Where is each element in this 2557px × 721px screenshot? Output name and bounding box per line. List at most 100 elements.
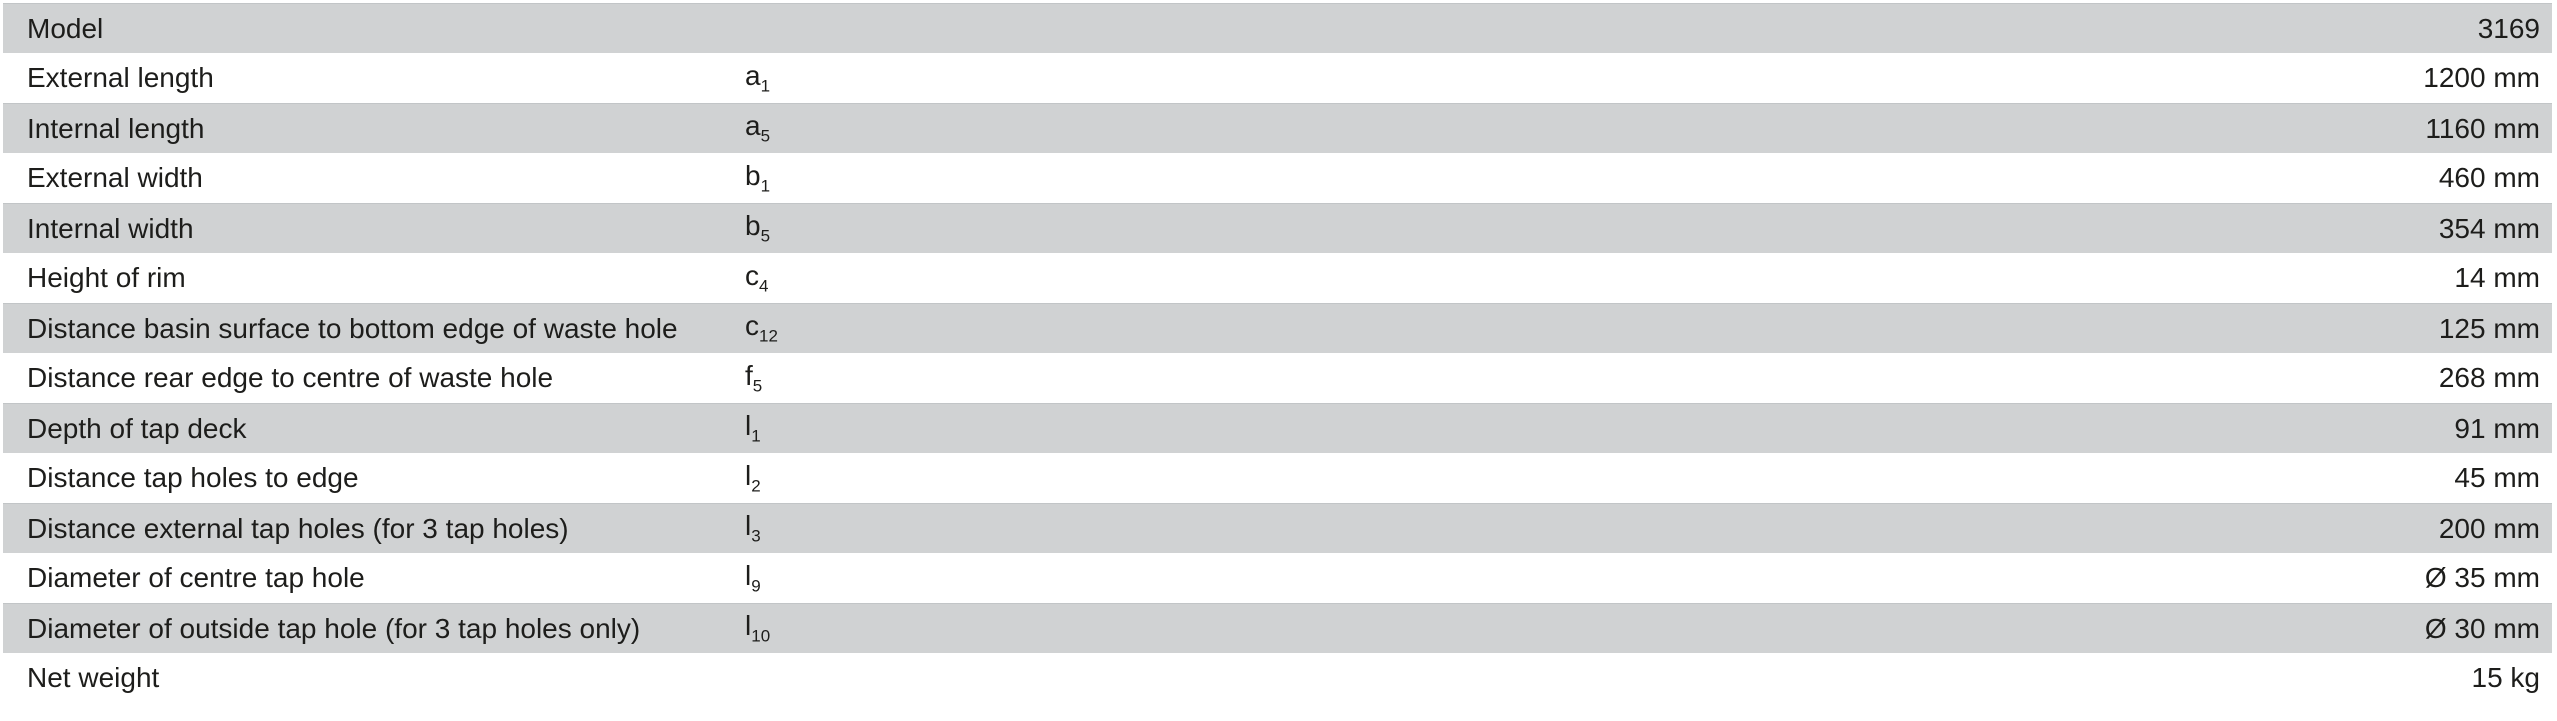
spec-symbol: a5 [745, 112, 955, 146]
symbol-subscript: 9 [751, 576, 761, 596]
spec-symbol: l10 [745, 610, 955, 646]
symbol-letter: a [745, 59, 761, 91]
symbol-subscript: 4 [759, 276, 769, 296]
spec-value: 15 kg [955, 662, 2541, 693]
spec-label-text: Internal length [27, 112, 205, 144]
spec-label: Height of rim [27, 264, 745, 292]
table-row-internal-width: Internal width b5 354 mm [3, 203, 2552, 253]
spec-label-text: Distance tap holes to edge [27, 462, 359, 493]
table-row-external-width: External width b1 460 mm [3, 153, 2552, 203]
symbol-subscript: 3 [751, 526, 761, 546]
symbol-letter: b [745, 159, 761, 191]
table-row-centre-tap-hole-diameter: Diameter of centre tap hole l9 Ø 35 mm [3, 553, 2552, 603]
spec-value-text: 460 mm [2438, 162, 2540, 193]
spec-symbol: b1 [745, 159, 955, 196]
spec-value-text: 200 mm [2438, 512, 2540, 544]
spec-value: 200 mm [955, 512, 2540, 544]
spec-label-text: External width [27, 162, 203, 193]
spec-label: Distance rear edge to centre of waste ho… [27, 364, 745, 392]
spec-symbol: l9 [745, 559, 955, 596]
table-row-model: Model 3169 [3, 3, 2552, 53]
spec-value-text: 15 kg [2471, 662, 2541, 693]
table-row-tap-holes-to-edge: Distance tap holes to edge l2 45 mm [3, 453, 2552, 503]
spec-value-text: 125 mm [2438, 312, 2540, 344]
table-row-internal-length: Internal length a5 1160 mm [3, 103, 2552, 153]
spec-value: 460 mm [955, 164, 2540, 192]
spec-label-text: Model [27, 12, 104, 44]
spec-label: Distance basin surface to bottom edge of… [27, 312, 745, 344]
symbol-letter: f [745, 359, 753, 391]
spec-value: Ø 35 mm [955, 564, 2540, 592]
spec-value: 14 mm [955, 264, 2540, 292]
symbol-subscript: 12 [759, 326, 778, 346]
spec-value: 1200 mm [955, 64, 2540, 92]
symbol-subscript: 5 [752, 376, 763, 396]
spec-symbol: f5 [745, 359, 955, 396]
table-row-outside-tap-hole-diameter: Diameter of outside tap hole (for 3 tap … [3, 603, 2552, 653]
spec-label: Distance tap holes to edge [27, 464, 745, 492]
spec-label-text: Diameter of outside tap hole (for 3 tap … [27, 612, 641, 644]
spec-value-text: Ø 35 mm [2424, 562, 2540, 593]
spec-label: Model [27, 12, 745, 44]
symbol-letter: c [745, 310, 759, 342]
spec-label-text: Diameter of centre tap hole [27, 562, 365, 593]
spec-value: 268 mm [955, 364, 2540, 392]
spec-symbol: c4 [745, 259, 955, 296]
spec-label: Net weight [27, 664, 745, 692]
table-row-height-of-rim: Height of rim c4 14 mm [3, 253, 2552, 303]
symbol-letter: l [745, 410, 752, 442]
spec-label-text: Distance rear edge to centre of waste ho… [27, 362, 554, 393]
spec-label-text: Depth of tap deck [27, 412, 247, 444]
table-row-net-weight: Net weight 15 kg [3, 653, 2552, 703]
spec-symbol: l2 [745, 459, 955, 494]
spec-label: Internal width [27, 212, 745, 244]
symbol-subscript: 1 [751, 426, 761, 446]
spec-value-text: Ø 30 mm [2424, 612, 2540, 644]
symbol-subscript: 5 [760, 226, 771, 246]
spec-label: Diameter of outside tap hole (for 3 tap … [27, 612, 745, 644]
spec-value-text: 1200 mm [2423, 62, 2540, 93]
spec-value: 45 mm [955, 464, 2540, 492]
spec-value: 125 mm [955, 312, 2540, 344]
spec-label-text: Net weight [27, 662, 160, 693]
symbol-letter: b [745, 210, 761, 242]
spec-symbol: a1 [745, 59, 955, 96]
spec-symbol: l3 [745, 512, 955, 546]
spec-label: Distance external tap holes (for 3 tap h… [27, 512, 745, 544]
spec-value: 3169 [955, 14, 2540, 43]
symbol-subscript: 1 [760, 176, 771, 196]
spec-label-text: Distance external tap holes (for 3 tap h… [27, 512, 569, 544]
spec-value-text: 45 mm [2454, 462, 2540, 493]
spec-symbol: c12 [745, 310, 955, 346]
spec-symbol: l1 [745, 410, 955, 446]
spec-value: Ø 30 mm [955, 612, 2540, 644]
spec-symbol: b5 [745, 210, 955, 246]
table-row-external-tap-holes: Distance external tap holes (for 3 tap h… [3, 503, 2552, 553]
spec-value-text: 91 mm [2454, 412, 2540, 444]
spec-label: Internal length [27, 112, 745, 144]
spec-label-text: External length [27, 62, 214, 93]
spec-value-text: 14 mm [2454, 262, 2540, 293]
symbol-subscript: 5 [760, 126, 771, 146]
table-row-basin-to-waste-hole: Distance basin surface to bottom edge of… [3, 303, 2552, 353]
spec-label: Depth of tap deck [27, 412, 745, 444]
table-row-external-length: External length a1 1200 mm [3, 53, 2552, 103]
symbol-letter: c [745, 259, 759, 291]
spec-value-text: 1160 mm [2425, 112, 2540, 144]
spec-value: 354 mm [955, 212, 2540, 244]
spec-table: Model 3169 External length a1 1200 mm In… [3, 3, 2552, 703]
spec-label: External length [27, 64, 745, 92]
symbol-letter: l [745, 459, 752, 491]
spec-value: 1160 mm [955, 112, 2540, 144]
symbol-subscript: 1 [760, 76, 771, 96]
spec-value-text: 268 mm [2438, 362, 2540, 393]
symbol-subscript: 10 [751, 626, 771, 646]
spec-label-text: Distance basin surface to bottom edge of… [27, 312, 678, 344]
spec-label: External width [27, 164, 745, 192]
spec-value-text: 354 mm [2438, 212, 2540, 244]
spec-label-text: Internal width [27, 212, 194, 244]
symbol-letter: l [745, 559, 752, 591]
spec-value: 91 mm [955, 412, 2540, 444]
symbol-letter: l [745, 610, 752, 642]
table-row-depth-of-tap-deck: Depth of tap deck l1 91 mm [3, 403, 2552, 453]
